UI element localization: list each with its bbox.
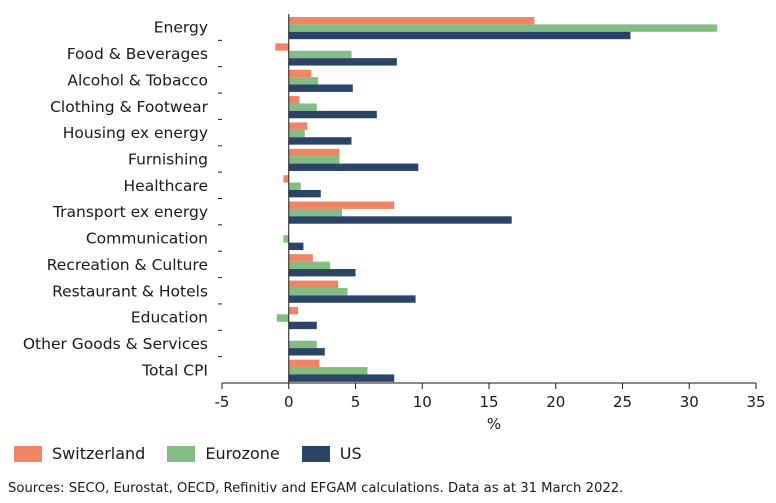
bar-us-restaurant-hotels bbox=[288, 295, 416, 303]
bar-us-energy bbox=[288, 31, 631, 40]
x-tick-label: 5 bbox=[351, 393, 361, 411]
category-label-restaurant-hotels: Restaurant & Hotels bbox=[52, 282, 208, 300]
x-tick-label: 20 bbox=[546, 393, 565, 411]
category-label-total-cpi: Total CPI bbox=[141, 361, 208, 379]
legend-item-eurozone: Eurozone bbox=[167, 444, 280, 463]
legend-label-us: US bbox=[339, 444, 362, 463]
category-label-food-beverages: Food & Beverages bbox=[67, 45, 208, 63]
category-ticks bbox=[218, 39, 222, 358]
bars-group bbox=[275, 17, 718, 382]
bar-switzerland-restaurant-hotels bbox=[288, 280, 339, 288]
bar-switzerland-energy bbox=[288, 17, 535, 25]
bar-switzerland-housing-ex-energy bbox=[288, 122, 308, 130]
bar-eurozone-clothing-footwear bbox=[288, 103, 317, 111]
x-tick-label: 15 bbox=[479, 393, 498, 411]
x-tick-label: -5 bbox=[215, 393, 230, 411]
category-label-healthcare: Healthcare bbox=[124, 177, 209, 195]
x-tick-label: 30 bbox=[680, 393, 699, 411]
bar-eurozone-energy bbox=[288, 24, 718, 32]
bar-us-communication bbox=[288, 242, 304, 251]
x-tick-label: 10 bbox=[413, 393, 432, 411]
category-label-other-goods-services: Other Goods & Services bbox=[23, 335, 208, 353]
bar-switzerland-total-cpi bbox=[288, 359, 320, 368]
bar-us-other-goods-services bbox=[288, 348, 325, 356]
bar-eurozone-other-goods-services bbox=[288, 340, 317, 349]
bar-switzerland-recreation-culture bbox=[288, 254, 313, 262]
bar-eurozone-recreation-culture bbox=[288, 261, 331, 270]
bar-us-transport-ex-energy bbox=[288, 216, 512, 224]
bar-us-food-beverages bbox=[288, 58, 397, 66]
bar-eurozone-furnishing bbox=[288, 156, 340, 164]
bar-eurozone-restaurant-hotels bbox=[288, 287, 348, 296]
x-axis-title: % bbox=[487, 415, 501, 433]
legend-swatch-eurozone bbox=[167, 445, 196, 462]
source-note: Sources: SECO, Eurostat, OECD, Refinitiv… bbox=[8, 481, 624, 496]
bar-us-housing-ex-energy bbox=[288, 137, 352, 145]
legend-item-switzerland: Switzerland bbox=[14, 444, 145, 463]
category-label-transport-ex-energy: Transport ex energy bbox=[52, 203, 208, 221]
bar-switzerland-healthcare bbox=[283, 175, 289, 183]
legend-item-us: US bbox=[301, 444, 362, 463]
x-tick-label: 25 bbox=[613, 393, 632, 411]
bar-switzerland-alcohol-tobacco bbox=[288, 69, 312, 78]
legend-swatch-switzerland bbox=[14, 445, 42, 462]
x-tick-label: 0 bbox=[284, 393, 294, 411]
bar-eurozone-alcohol-tobacco bbox=[288, 77, 319, 85]
category-label-alcohol-tobacco: Alcohol & Tobacco bbox=[67, 71, 208, 89]
category-label-housing-ex-energy: Housing ex energy bbox=[63, 124, 208, 142]
category-label-furnishing: Furnishing bbox=[128, 150, 208, 168]
bar-us-recreation-culture bbox=[288, 269, 356, 277]
bar-switzerland-transport-ex-energy bbox=[288, 201, 395, 209]
bar-us-healthcare bbox=[288, 189, 321, 198]
x-tick-label: 35 bbox=[746, 393, 765, 411]
x-axis-ticks: -5 0 5 10 15 20 25 30 35 bbox=[215, 383, 766, 411]
category-label-communication: Communication bbox=[86, 230, 208, 248]
bar-eurozone-communication bbox=[283, 235, 289, 243]
legend: Switzerland Eurozone US bbox=[14, 444, 384, 463]
bar-switzerland-furnishing bbox=[288, 148, 340, 157]
bar-switzerland-food-beverages bbox=[275, 43, 289, 51]
legend-swatch-us bbox=[301, 445, 330, 462]
bar-eurozone-healthcare bbox=[288, 182, 301, 190]
category-label-recreation-culture: Recreation & Culture bbox=[47, 256, 208, 274]
bar-switzerland-education bbox=[288, 306, 299, 315]
category-label-energy: Energy bbox=[154, 19, 208, 37]
bar-eurozone-food-beverages bbox=[288, 50, 352, 59]
category-label-clothing-footwear: Clothing & Footwear bbox=[50, 98, 209, 116]
bar-us-clothing-footwear bbox=[288, 110, 377, 119]
category-labels: Energy Food & Beverages Alcohol & Tobacco C… bbox=[23, 19, 209, 380]
bar-us-total-cpi bbox=[288, 374, 395, 382]
bar-us-alcohol-tobacco bbox=[288, 84, 353, 92]
bar-us-education bbox=[288, 321, 317, 330]
legend-label-eurozone: Eurozone bbox=[205, 444, 280, 463]
bar-eurozone-transport-ex-energy bbox=[288, 208, 343, 217]
bar-switzerland-clothing-footwear bbox=[288, 96, 300, 104]
category-label-education: Education bbox=[131, 309, 208, 327]
legend-label-switzerland: Switzerland bbox=[52, 444, 146, 463]
bar-chart: -5 0 5 10 15 20 25 30 35 Energy Food & Beverages A… bbox=[23, 14, 766, 433]
bar-eurozone-housing-ex-energy bbox=[288, 129, 305, 138]
bar-eurozone-total-cpi bbox=[288, 367, 368, 375]
bar-eurozone-education bbox=[276, 314, 289, 322]
bar-us-furnishing bbox=[288, 163, 419, 171]
